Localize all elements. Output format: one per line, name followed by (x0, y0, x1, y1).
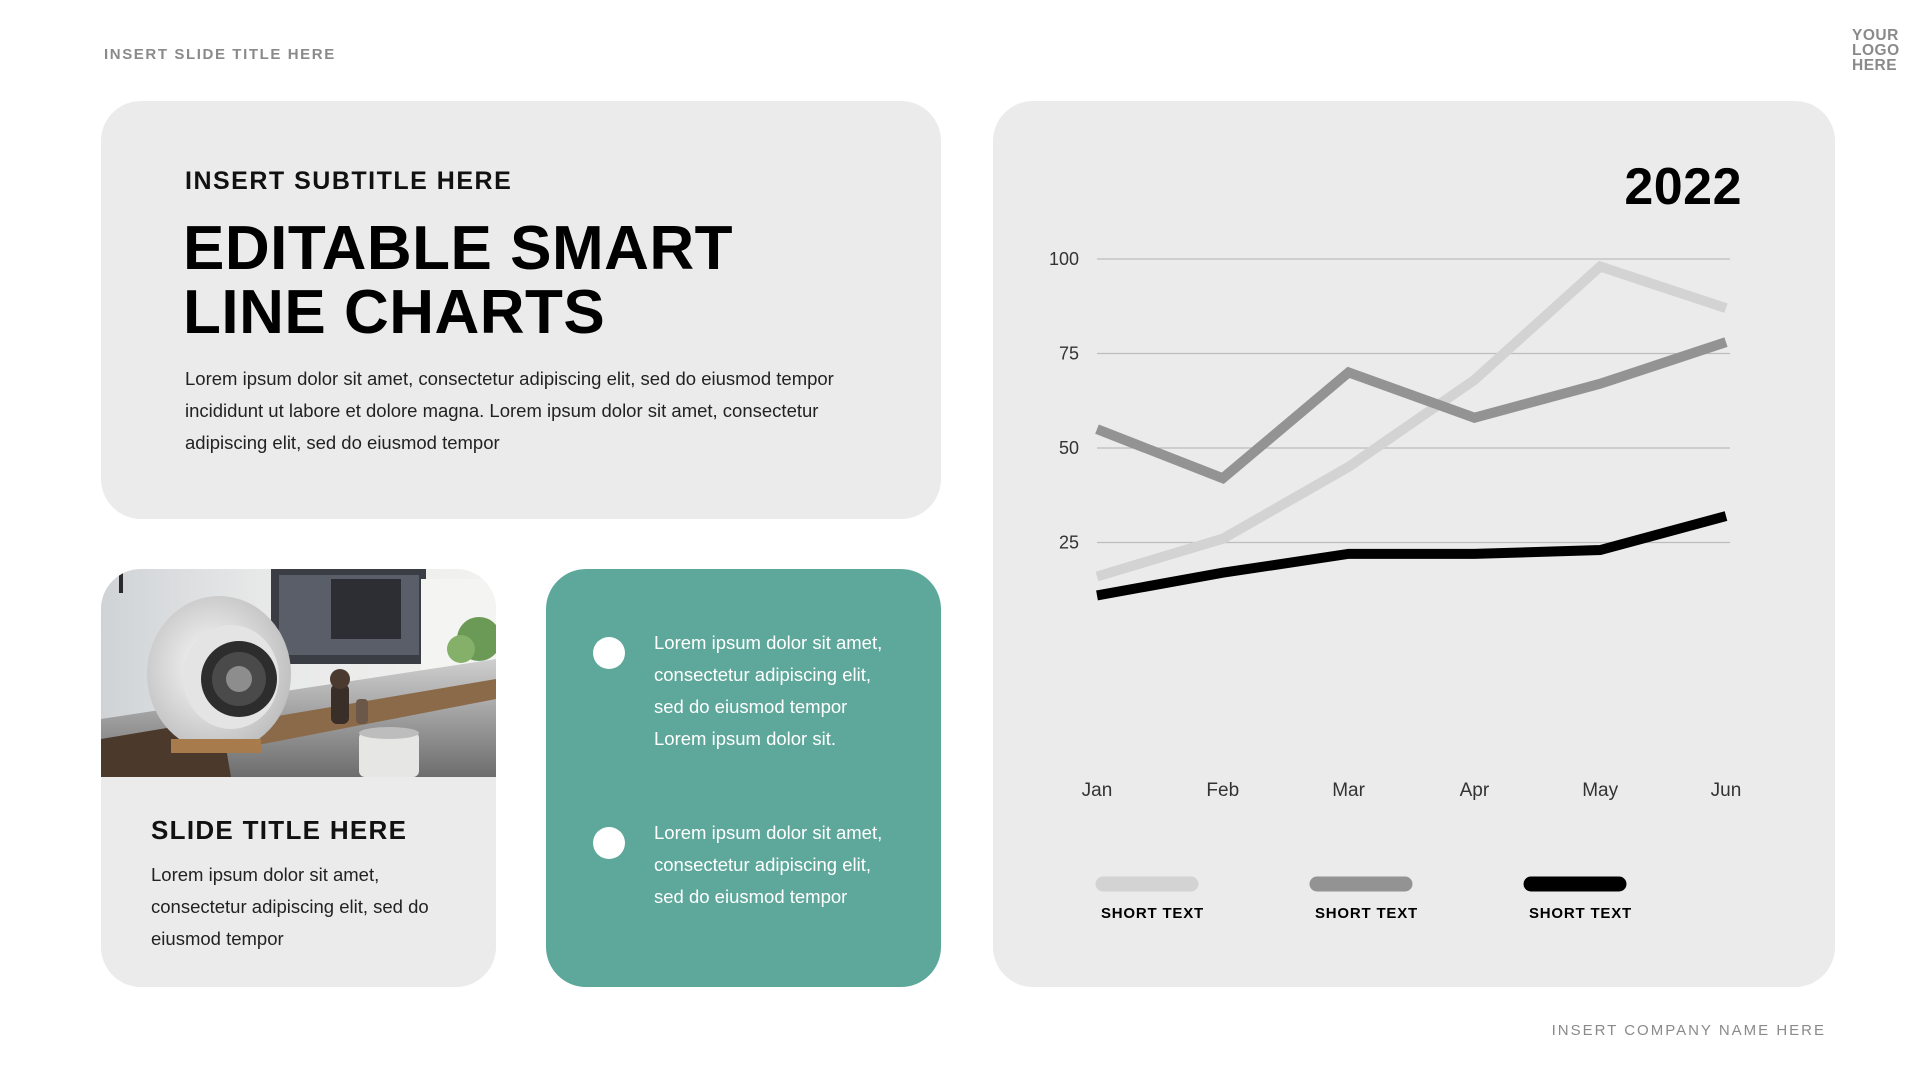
hero-title-line: LINE CHARTS (183, 278, 606, 347)
y-tick-label: 50 (1059, 438, 1079, 458)
hero-subtitle: INSERT SUBTITLE HERE (185, 167, 513, 195)
logo-line: LOGO (1852, 42, 1900, 59)
series-line (1095, 337, 1728, 484)
logo-line: YOUR (1852, 27, 1899, 44)
teal-card: Lorem ipsum dolor sit amet, consectetur … (546, 569, 941, 987)
logo-line: HERE (1852, 57, 1898, 74)
x-tick-label: Jun (1711, 780, 1742, 801)
legend-label: SHORT TEXT (1315, 905, 1418, 922)
y-tick-label: 100 (1049, 249, 1079, 269)
slide-title: INSERT SLIDE TITLE HERE (104, 46, 336, 63)
chart-card: 2022 100 75 50 25 Jan Feb Mar Apr May Jun SHORT TE… (993, 101, 1835, 987)
photo-card-body: Lorem ipsum dolor sit amet, consectetur … (151, 864, 429, 949)
hero-card: INSERT SUBTITLE HERE EDITABLE SMART LINE… (101, 101, 941, 519)
x-tick-label: Feb (1206, 780, 1239, 801)
x-tick-label: Mar (1332, 780, 1365, 801)
desk-speaker-photo (101, 569, 496, 777)
x-tick-label: Apr (1460, 780, 1490, 801)
bullet-dot-icon (593, 637, 625, 669)
bullet-text: Lorem ipsum dolor sit amet, consectetur … (654, 632, 883, 749)
legend-label: SHORT TEXT (1101, 905, 1204, 922)
series-line (1095, 260, 1728, 582)
y-tick-label: 75 (1059, 344, 1079, 364)
hero-body: Lorem ipsum dolor sit amet, consectetur … (185, 368, 834, 453)
hero-title-line: EDITABLE SMART (183, 214, 734, 283)
company-name: INSERT COMPANY NAME HERE (1551, 1022, 1826, 1039)
y-tick-label: 25 (1059, 533, 1079, 553)
bullet-text: Lorem ipsum dolor sit amet, consectetur … (654, 822, 883, 907)
photo-card: SLIDE TITLE HERE Lorem ipsum dolor sit a… (101, 569, 496, 987)
legend-label: SHORT TEXT (1529, 905, 1632, 922)
chart-title: 2022 (1624, 158, 1742, 216)
hero-title: EDITABLE SMART LINE CHARTS (183, 217, 883, 345)
bullet-dot-icon (593, 827, 625, 859)
x-tick-label: Jan (1082, 780, 1113, 801)
line-chart: 100 75 50 25 Jan Feb Mar Apr May Jun SHORT TEXT SHO… (1049, 249, 1742, 922)
x-tick-label: May (1582, 780, 1618, 801)
logo: YOUR LOGO HERE (1852, 27, 1900, 74)
photo-card-title: SLIDE TITLE HERE (151, 815, 408, 845)
series-line (1096, 511, 1728, 601)
